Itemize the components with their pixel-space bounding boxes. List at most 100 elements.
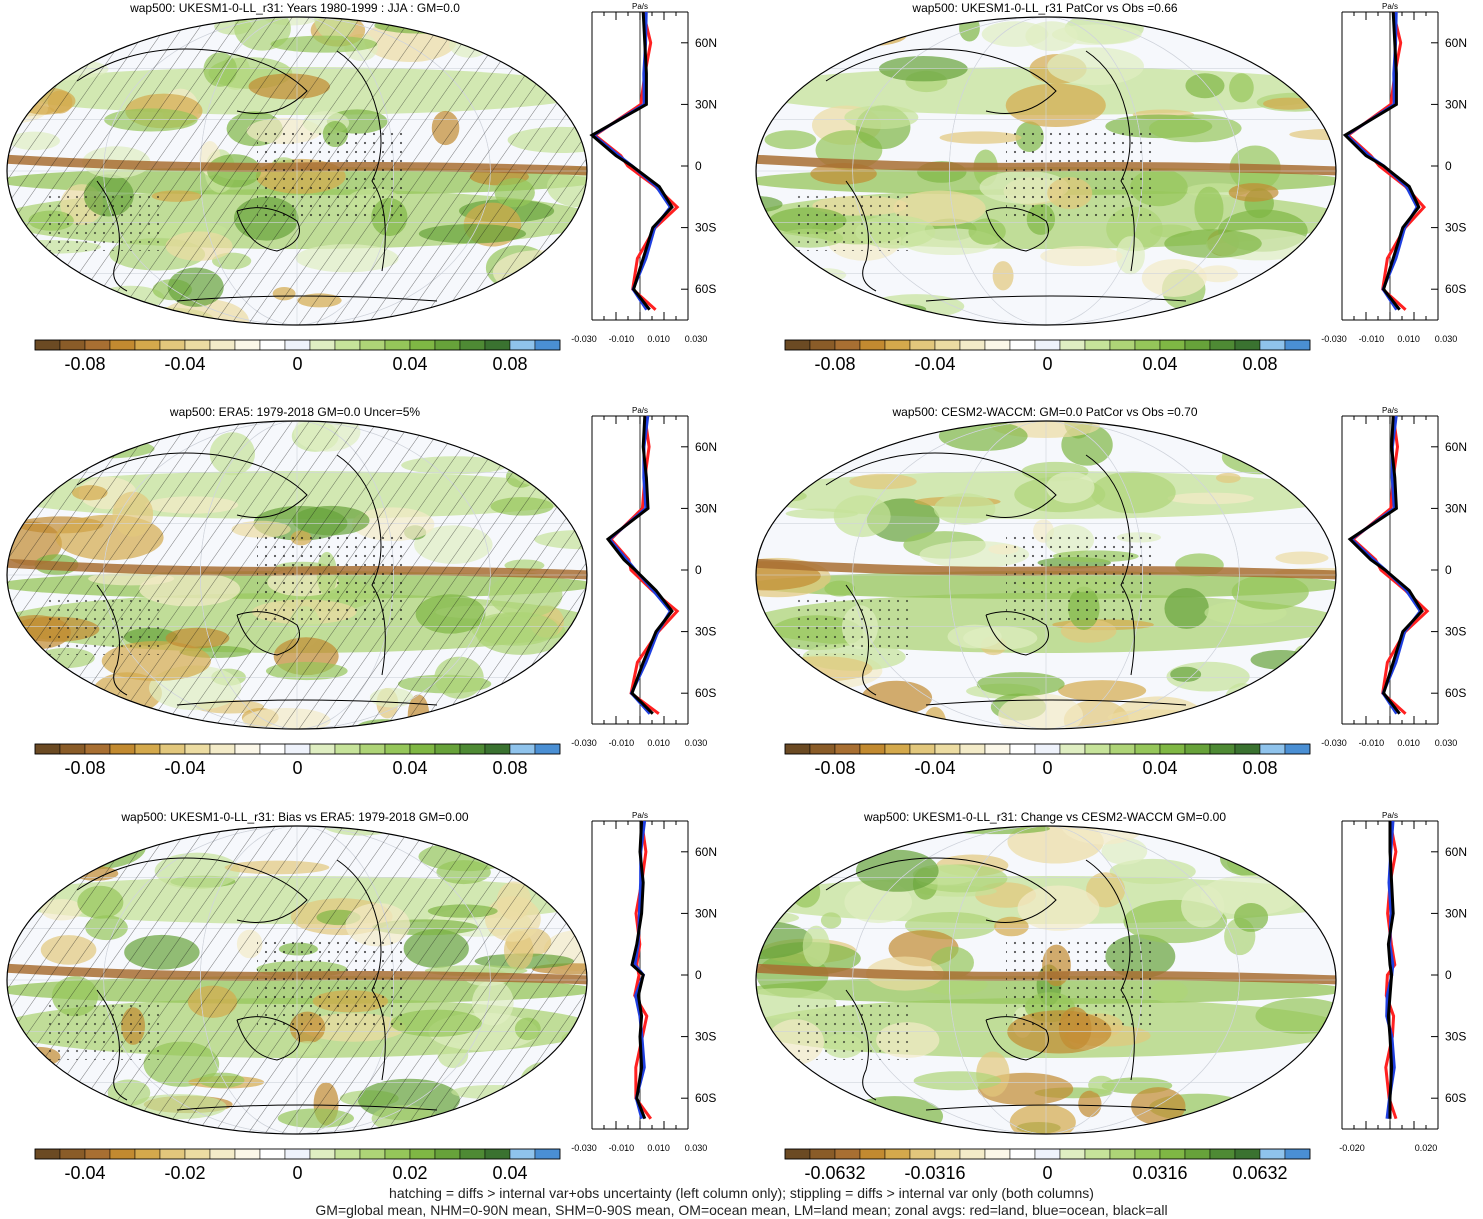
colorbar-swatch: [360, 340, 385, 350]
zonal-lat-label: 60S: [1445, 282, 1466, 296]
colorbar-swatch: [460, 340, 485, 350]
zonal-lat-label: 30S: [695, 1030, 716, 1044]
zonal-x-tick-label: 0.020: [1415, 1143, 1438, 1153]
colorbar-swatch: [210, 340, 235, 350]
map-shading-blob: [1251, 650, 1311, 670]
colorbar-swatch: [1060, 1149, 1085, 1159]
colorbar-swatch: [1035, 340, 1060, 350]
zonal-unit-label: Pa/s: [632, 811, 648, 820]
map-shading-blob: [1292, 645, 1315, 679]
colorbar-swatch: [510, 1149, 535, 1159]
colorbar-swatch: [310, 744, 335, 754]
colorbar-swatch: [860, 340, 885, 350]
colorbar-swatch: [285, 340, 310, 350]
zonal-lat-label: 30N: [695, 97, 717, 111]
colorbar-swatch: [935, 744, 960, 754]
map-shading-blob: [475, 294, 577, 309]
zonal-x-tick-label: 0.010: [647, 1143, 670, 1153]
zonal-x-tick-label: 0.030: [685, 1143, 708, 1153]
map-6: [752, 824, 1340, 1136]
zonal-lat-label: 60N: [1445, 440, 1467, 454]
colorbar-swatch: [885, 340, 910, 350]
colorbar-swatch: [1085, 744, 1110, 754]
colorbar-swatch: [335, 744, 360, 754]
map-shading-blob: [476, 706, 552, 731]
map-shading-blob: [473, 419, 569, 443]
zonal-x-tick-label: 0.010: [647, 334, 670, 344]
zonal-lat-label: 30N: [1445, 501, 1467, 515]
zonal-x-tick-label: -0.020: [1339, 1143, 1365, 1153]
map-shading-blob: [3, 265, 35, 284]
zonal-x-tick-label: -0.030: [571, 738, 597, 748]
map-2: [752, 15, 1340, 327]
colorbar-swatch: [535, 744, 560, 754]
map-shading-blob: [17, 865, 83, 883]
colorbar-swatch: [285, 1149, 310, 1159]
map-stippling: [792, 595, 912, 655]
map-shading-blob: [959, 15, 980, 42]
colorbar-tick-label: -0.04: [914, 354, 955, 374]
colorbar-swatch: [810, 1149, 835, 1159]
colorbar-swatch: [985, 744, 1010, 754]
map-shading-blob: [849, 474, 916, 489]
colorbar-swatch: [1160, 340, 1185, 350]
colorbar-swatch: [1110, 1149, 1135, 1159]
map-stippling: [257, 131, 407, 221]
zonal-x-tick-label: 0.030: [1435, 334, 1458, 344]
colorbar-swatch: [885, 1149, 910, 1159]
colorbar-swatch: [385, 744, 410, 754]
colorbar-tick-label: 0.08: [492, 354, 527, 374]
zonal-lat-label: 30N: [695, 501, 717, 515]
map-stippling: [1006, 940, 1156, 1030]
panel-title-6: wap500: UKESM1-0-LL_r31: Change vs CESM2…: [750, 810, 1340, 824]
colorbar-tick-label: -0.08: [64, 758, 105, 778]
zonal-x-tick-label: -0.030: [571, 1143, 597, 1153]
zonal-unit-label: Pa/s: [632, 406, 648, 415]
map-shading-blob: [73, 824, 105, 855]
map-shading-blob: [856, 850, 939, 892]
colorbar-swatch: [785, 1149, 810, 1159]
zonal-lat-label: 30S: [1445, 1030, 1466, 1044]
zonal-x-tick-label: -0.010: [1359, 334, 1385, 344]
map-shading-blob: [939, 421, 1028, 451]
map-shading-blob: [1047, 47, 1144, 85]
colorbar-swatch: [310, 340, 335, 350]
colorbar-swatch: [535, 340, 560, 350]
colorbar-swatch: [1235, 340, 1260, 350]
zonal-lat-label: 30N: [1445, 906, 1467, 920]
map-shading-blob: [752, 303, 817, 319]
colorbar-swatch: [110, 1149, 135, 1159]
map-3: [3, 419, 591, 731]
map-stippling: [257, 940, 407, 1030]
colorbar-swatch: [460, 744, 485, 754]
colorbar-swatch: [535, 1149, 560, 1159]
colorbar-swatch: [1285, 340, 1310, 350]
map-shading-blob: [1229, 73, 1254, 102]
zonal-x-tick-label: -0.030: [1321, 738, 1347, 748]
zonal-x-tick-label: 0.010: [647, 738, 670, 748]
map-shading-blob: [1151, 980, 1188, 1002]
zonal-line-ocean: [1347, 12, 1418, 310]
colorbar-swatch: [335, 1149, 360, 1159]
colorbar-swatch: [135, 744, 160, 754]
colorbar-tick-label: -0.0632: [804, 1163, 865, 1183]
map-shading-blob: [1181, 885, 1224, 927]
zonal-lat-label: 60N: [695, 845, 717, 859]
colorbar-swatch: [1235, 744, 1260, 754]
colorbar-tick-label: 0: [292, 354, 302, 374]
map-stippling: [792, 191, 912, 251]
zonal-lat-label: 0: [695, 159, 702, 173]
colorbar-swatch: [285, 744, 310, 754]
colorbar-swatch: [935, 1149, 960, 1159]
colorbar-swatch: [360, 744, 385, 754]
map-stippling: [257, 535, 407, 625]
colorbar-swatch: [1035, 744, 1060, 754]
colorbar-swatch: [960, 744, 985, 754]
colorbar-swatch: [1260, 340, 1285, 350]
colorbar-tick-label: -0.0316: [904, 1163, 965, 1183]
colorbar-tick-label: -0.08: [814, 758, 855, 778]
colorbar-swatch: [260, 1149, 285, 1159]
